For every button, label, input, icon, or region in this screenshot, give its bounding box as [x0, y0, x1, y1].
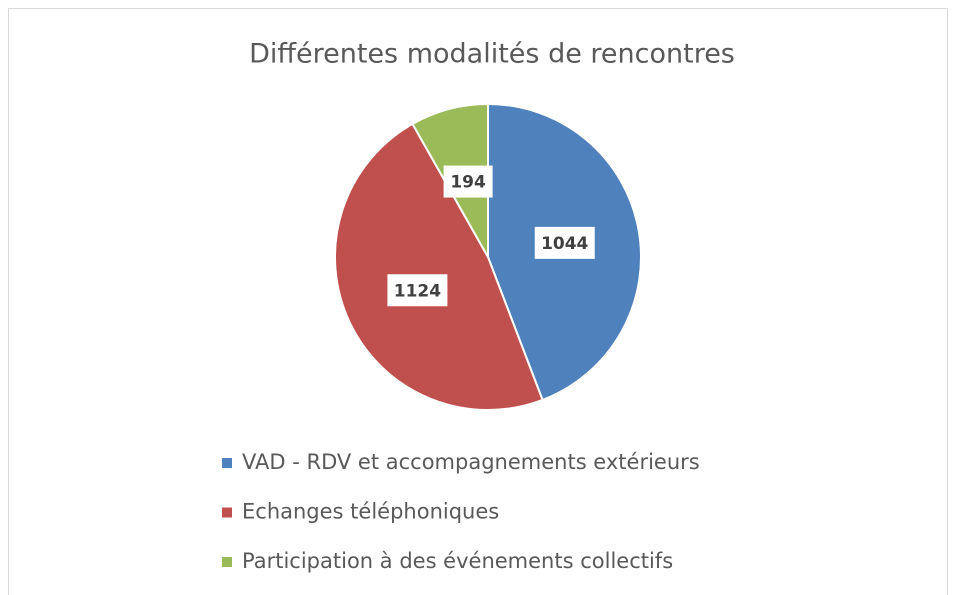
- data-label: 194: [450, 173, 486, 193]
- data-label: 1044: [541, 234, 588, 254]
- data-label-box: [443, 165, 493, 198]
- pie-slice: [334, 122, 544, 411]
- legend-label: Participation à des événements collectif…: [242, 549, 673, 573]
- chart-title: Différentes modalités de rencontres: [249, 39, 735, 70]
- data-label-box: [534, 226, 595, 259]
- legend-swatch: [222, 557, 232, 567]
- legend-label: VAD - RDV et accompagnements extérieurs: [242, 450, 700, 474]
- data-label-box: [387, 274, 448, 307]
- legend-swatch: [222, 507, 232, 518]
- legend-swatch: [222, 458, 232, 468]
- data-label: 1124: [394, 281, 441, 301]
- legend-label: Echanges téléphoniques: [242, 500, 499, 524]
- chart-border: [8, 8, 948, 595]
